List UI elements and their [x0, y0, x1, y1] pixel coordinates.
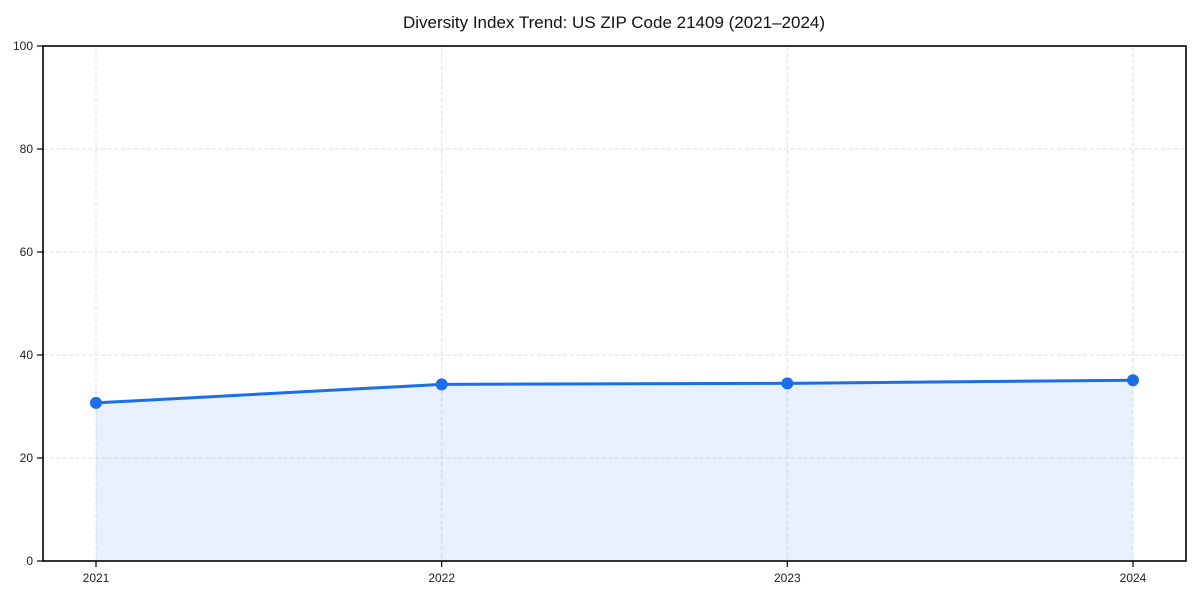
x-tick-label: 2023 — [774, 571, 801, 585]
plot-border — [42, 45, 1187, 562]
x-tick-label: 2021 — [83, 571, 110, 585]
y-tick-label: 100 — [13, 39, 33, 53]
y-tick-label: 20 — [20, 451, 34, 465]
y-tick-label: 60 — [20, 245, 34, 259]
data-point-marker — [1127, 374, 1139, 387]
y-tick-label: 40 — [20, 348, 34, 362]
x-tick-label: 2024 — [1120, 571, 1147, 585]
plot-area: 0 20 40 60 80 100 2021 2022 2023 2024 — [13, 39, 1187, 585]
y-tick-label: 0 — [26, 554, 33, 568]
chart-title: Diversity Index Trend: US ZIP Code 21409… — [403, 13, 825, 32]
data-point-marker — [90, 396, 102, 409]
data-line — [94, 378, 1135, 405]
area-fill — [96, 380, 1133, 561]
x-tick-label: 2022 — [428, 571, 455, 585]
data-point-marker — [435, 378, 448, 391]
data-point-marker — [781, 377, 794, 390]
y-tick-label: 80 — [20, 142, 34, 156]
